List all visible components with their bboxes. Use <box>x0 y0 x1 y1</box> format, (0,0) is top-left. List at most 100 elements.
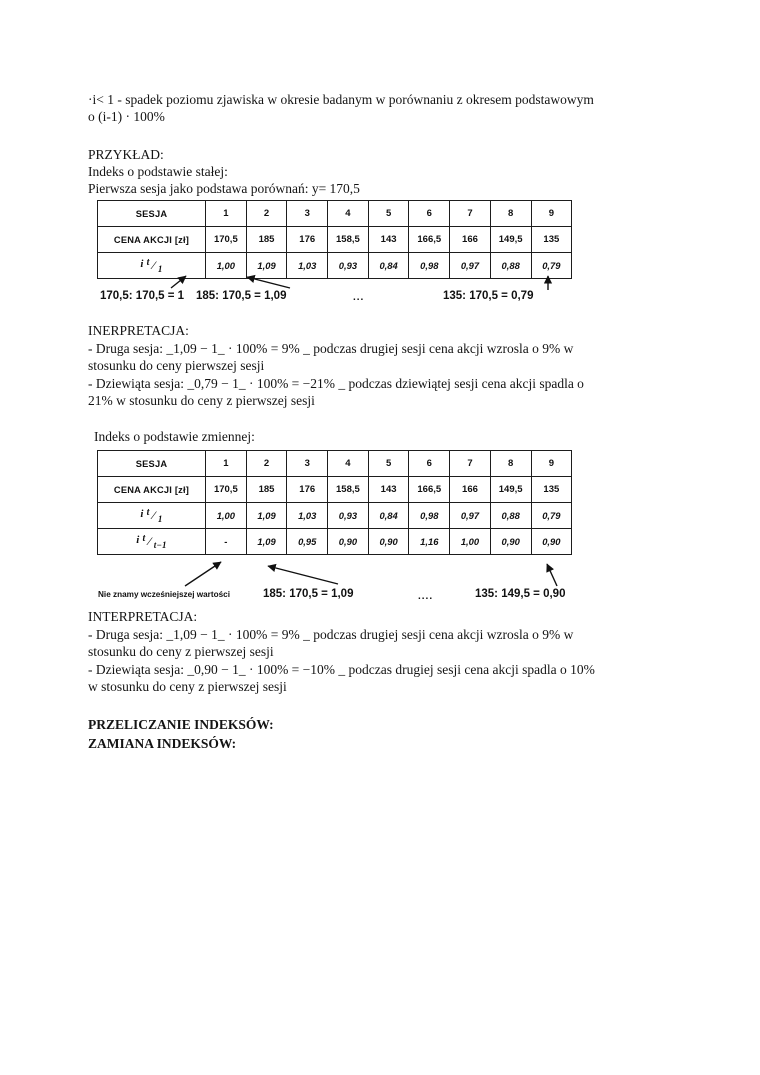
table-cell: 158,5 <box>327 226 369 253</box>
table-cell: 166 <box>449 226 491 253</box>
fraction-index-symbol: i <box>140 507 144 520</box>
example-subheading-variable-base: Indeks o podstawie zmiennej: <box>94 429 255 444</box>
row-header-cena-akcji: CENA AKCJI [zł] <box>97 226 206 253</box>
row-header-cena-akcji: CENA AKCJI [zł] <box>97 476 206 503</box>
table-cell: 0,97 <box>449 502 491 529</box>
annotation-ellipsis: .... <box>418 591 434 602</box>
table-variable-base: SESJA 1 2 3 4 5 6 7 8 9 CENA AKCJI [zł] … <box>97 450 573 555</box>
table-cell: 176 <box>286 226 329 253</box>
interpretation-2-line-4: w stosunku do ceny z pierwszej sesji <box>88 679 287 694</box>
table-cell: 1 <box>205 450 247 477</box>
annotation-calc-second: 185: 170,5 = 1,09 <box>263 588 354 600</box>
table-cell: 166,5 <box>408 476 451 503</box>
row-header-index-t-over-1: i t ⁄ 1 <box>97 252 206 279</box>
table-cell: 7 <box>449 450 491 477</box>
interpretation-1-line-4: 21% w stosunku do ceny z pierwszej sesji <box>88 393 315 408</box>
annotation-ellipsis: ... <box>353 292 365 303</box>
table-cell: 143 <box>367 476 410 503</box>
interpretation-1-line-3: - Dziewiąta sesja: _0,79 − 1_ · 100% = −… <box>88 376 584 391</box>
fraction-denominator: 1 <box>157 513 163 524</box>
row-header-sesja: SESJA <box>97 200 206 227</box>
table-row: i t ⁄ 1 1,00 1,09 1,03 0,93 0,84 0,98 0,… <box>97 502 573 529</box>
table-cell: 0,88 <box>489 252 532 279</box>
table-cell: 166,5 <box>408 226 451 253</box>
fraction-label: i t ⁄ 1 <box>140 507 163 524</box>
table-cell: 170,5 <box>205 226 247 253</box>
example-heading: PRZYKŁAD: <box>88 147 164 162</box>
annotation-no-previous-value: Nie znamy wcześniejszej wartości <box>98 590 230 599</box>
table-cell: 0,79 <box>530 502 573 529</box>
fraction-label: i t ⁄ 1 <box>140 257 162 274</box>
fraction-index-symbol: i <box>140 257 144 270</box>
table-cell: 7 <box>449 200 491 227</box>
intro-line-2: o (i-1) · 100% <box>88 109 165 124</box>
table-cell: 4 <box>327 450 369 477</box>
table-cell: 5 <box>367 450 410 477</box>
table-row: SESJA 1 2 3 4 5 6 7 8 9 <box>97 200 573 227</box>
fraction-slash-icon: ⁄ <box>152 508 155 522</box>
interpretation-2-line-2: stosunku do ceny z pierwszej sesji <box>88 644 274 659</box>
table-cell: 135 <box>530 226 573 253</box>
table-cell: 9 <box>530 450 573 477</box>
table-cell: 143 <box>367 226 410 253</box>
table-cell: 158,5 <box>327 476 369 503</box>
table-cell: 1,09 <box>245 502 288 529</box>
interpretation-2-line-3: - Dziewiąta sesja: _0,90 − 1_ · 100% = −… <box>88 662 595 677</box>
table-cell: 9 <box>530 200 573 227</box>
table-cell: 4 <box>327 200 369 227</box>
table-cell: 1,16 <box>408 528 451 555</box>
table-cell: 1,00 <box>449 528 491 555</box>
table-cell: 0,93 <box>327 252 369 279</box>
table-cell: 3 <box>286 450 329 477</box>
table-row: CENA AKCJI [zł] 170,5 185 176 158,5 143 … <box>97 476 573 503</box>
table-cell: 185 <box>245 476 288 503</box>
table-fixed-base: SESJA 1 2 3 4 5 6 7 8 9 CENA AKCJI [zł] … <box>97 200 573 279</box>
interpretation-1-line-1: - Druga sesja: _1,09 − 1_ · 100% = 9% _ … <box>88 341 574 356</box>
footer-heading-przeliczanie: PRZELICZANIE INDEKSÓW: <box>88 717 274 732</box>
table-cell: 1,00 <box>205 252 247 279</box>
table-cell: 2 <box>245 200 288 227</box>
table-cell: - <box>205 528 247 555</box>
annotation-calc-ninth: 135: 149,5 = 0,90 <box>475 588 566 600</box>
table-cell: 149,5 <box>489 476 532 503</box>
fraction-numerator: t <box>142 533 146 544</box>
interpretation-2-heading: INTERPRETACJA: <box>88 609 198 624</box>
fixed-base-index-table: SESJA 1 2 3 4 5 6 7 8 9 CENA AKCJI [zł] … <box>97 200 573 279</box>
table-cell: 0,98 <box>408 252 451 279</box>
row-header-index-t-over-1: i t ⁄ 1 <box>97 502 206 529</box>
interpretation-1-line-2: stosunku do ceny pierwszej sesji <box>88 358 265 373</box>
table-cell: 3 <box>286 200 329 227</box>
table-row: i t ⁄ 1 1,00 1,09 1,03 0,93 0,84 0,98 0,… <box>97 252 573 279</box>
table-cell: 0,90 <box>327 528 369 555</box>
fraction-numerator: t <box>146 257 150 268</box>
table-cell: 1,09 <box>245 528 288 555</box>
table-cell: 8 <box>489 200 532 227</box>
fraction-numerator: t <box>146 507 150 518</box>
table-cell: 0,97 <box>449 252 491 279</box>
annotation-calc-second: 185: 170,5 = 1,09 <box>196 290 287 302</box>
example-subheading-fixed-base: Indeks o podstawie stałej: <box>88 164 228 179</box>
variable-base-index-table: SESJA 1 2 3 4 5 6 7 8 9 CENA AKCJI [zł] … <box>97 450 573 555</box>
table-cell: 185 <box>245 226 288 253</box>
interpretation-2-line-1: - Druga sesja: _1,09 − 1_ · 100% = 9% _ … <box>88 627 574 642</box>
fraction-index-symbol: i <box>136 533 140 546</box>
table-cell: 0,95 <box>286 528 329 555</box>
table-cell: 1,03 <box>286 502 329 529</box>
table-cell: 0,84 <box>367 502 410 529</box>
table-cell: 170,5 <box>205 476 247 503</box>
fraction-denominator: t−1 <box>153 539 167 550</box>
table-cell: 6 <box>408 450 451 477</box>
fraction-slash-icon: ⁄ <box>148 534 151 548</box>
table-cell: 0,88 <box>489 502 532 529</box>
table-cell: 166 <box>449 476 491 503</box>
table-row: CENA AKCJI [zł] 170,5 185 176 158,5 143 … <box>97 226 573 253</box>
table-cell: 0,90 <box>530 528 573 555</box>
interpretation-1-heading: INERPRETACJA: <box>88 323 189 338</box>
fraction-slash-icon: ⁄ <box>152 258 155 272</box>
table-row: SESJA 1 2 3 4 5 6 7 8 9 <box>97 450 573 477</box>
annotation-calc-ninth: 135: 170,5 = 0,79 <box>443 290 534 302</box>
table-row: i t ⁄ t−1 - 1,09 0,95 0,90 0,90 1,16 1,0… <box>97 528 573 555</box>
table-cell: 1,03 <box>286 252 329 279</box>
table-cell: 1 <box>205 200 247 227</box>
